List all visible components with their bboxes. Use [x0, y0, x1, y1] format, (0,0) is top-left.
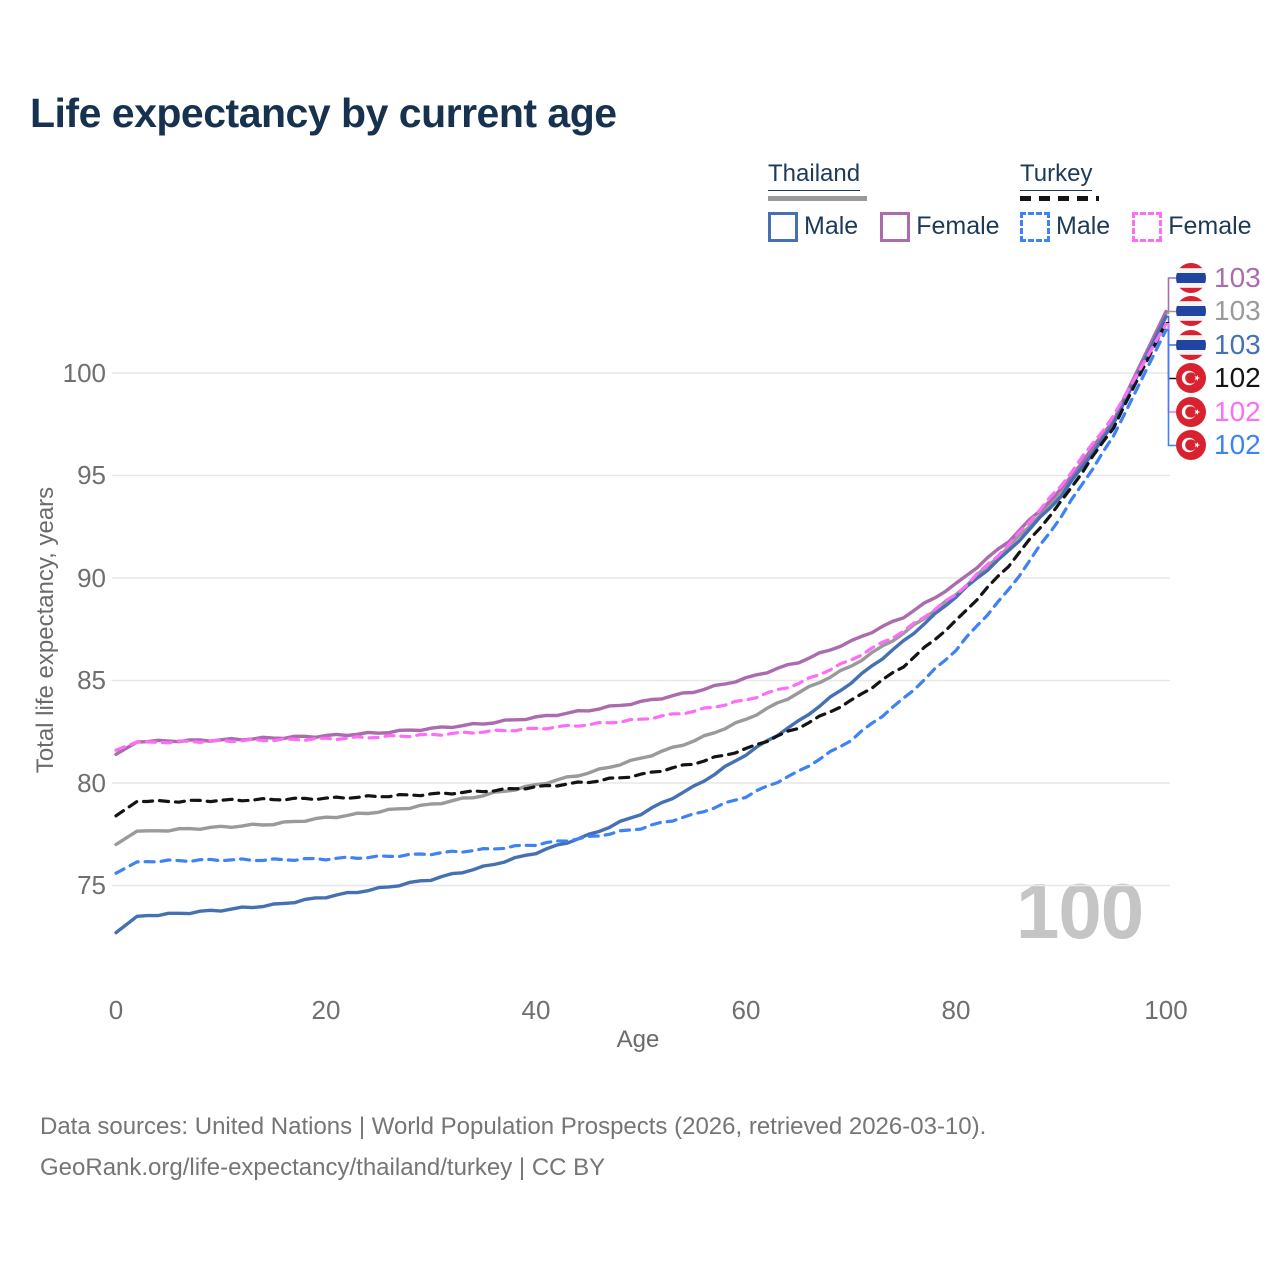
y-tick: 95	[77, 460, 106, 490]
y-tick: 100	[62, 358, 106, 388]
legend-turkey-label[interactable]: Turkey	[1020, 160, 1093, 191]
x-tick: 20	[311, 995, 341, 1025]
turkey-female-swatch[interactable]	[1132, 211, 1163, 242]
x-tick: 100	[1144, 995, 1188, 1025]
series-line-turkey-male	[114, 328, 1168, 875]
end-label-connector	[1166, 310, 1176, 315]
end-value: 103	[1214, 295, 1261, 326]
end-value: 103	[1214, 262, 1261, 293]
y-tick: 85	[77, 665, 106, 695]
x-tick: 40	[521, 995, 551, 1025]
turkey-flag-icon	[1176, 363, 1206, 393]
series-end-label: 103	[1176, 296, 1261, 326]
series-line-turkey-both-sexes-	[114, 321, 1168, 818]
x-tick: 80	[941, 995, 971, 1025]
x-tick: 60	[731, 995, 761, 1025]
series-line-thailand-female	[114, 309, 1168, 756]
thailand-male-swatch[interactable]	[768, 211, 798, 242]
series-end-label: 103	[1176, 330, 1261, 360]
end-value: 102	[1214, 429, 1261, 460]
end-value: 103	[1214, 329, 1261, 360]
series-end-label: 102	[1176, 363, 1261, 393]
legend-thailand-line-sample	[768, 196, 867, 201]
series-line-thailand-male	[114, 314, 1168, 935]
end-value: 102	[1214, 362, 1261, 393]
turkey-female-label[interactable]: Female	[1168, 212, 1252, 240]
legend-thailand-label[interactable]: Thailand	[768, 160, 861, 191]
attribution-line: GeoRank.org/life-expectancy/thailand/tur…	[40, 1154, 606, 1181]
end-value: 102	[1214, 396, 1261, 427]
thailand-flag-icon	[1176, 263, 1206, 293]
thailand-female-swatch[interactable]	[880, 211, 911, 242]
y-tick: 90	[77, 563, 106, 593]
series-end-label: 102	[1176, 430, 1261, 460]
x-tick: 0	[108, 995, 124, 1025]
legend-turkey-line-sample	[1020, 196, 1099, 201]
series-end-label: 102	[1176, 397, 1261, 427]
end-label-connector	[1166, 277, 1176, 313]
turkey-male-label[interactable]: Male	[1056, 212, 1111, 240]
thailand-flag-icon	[1176, 330, 1206, 360]
legend-thailand: Thailand Male Female	[768, 160, 1000, 242]
end-label-connector	[1166, 323, 1176, 413]
end-label-connector	[1166, 329, 1176, 447]
series-end-label: 103	[1176, 263, 1261, 293]
page-title: Life expectancy by current age	[30, 90, 617, 136]
thailand-flag-icon	[1176, 296, 1206, 326]
series-line-thailand-both-sexes-	[114, 311, 1168, 847]
series-line-turkey-female	[114, 322, 1168, 752]
data-sources-line: Data sources: United Nations | World Pop…	[40, 1113, 987, 1140]
legend-turkey: Turkey Male Female	[1020, 160, 1252, 242]
y-tick: 80	[77, 768, 106, 798]
x-axis-title: Age	[616, 1026, 660, 1053]
end-label-connector	[1166, 322, 1176, 380]
y-tick: 75	[77, 870, 106, 900]
turkey-male-swatch[interactable]	[1020, 211, 1050, 242]
turkey-flag-icon	[1176, 397, 1206, 427]
turkey-flag-icon	[1176, 430, 1206, 460]
thailand-female-label[interactable]: Female	[916, 212, 1000, 240]
footer: Data sources: United Nations | World Pop…	[40, 1106, 986, 1188]
thailand-male-label[interactable]: Male	[804, 212, 859, 240]
